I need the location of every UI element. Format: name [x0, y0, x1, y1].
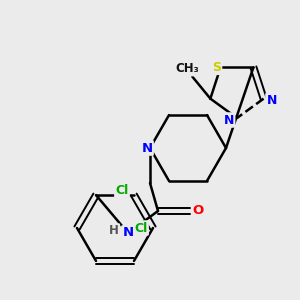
- Text: Cl: Cl: [134, 221, 148, 235]
- Text: H: H: [109, 224, 119, 238]
- Text: N: N: [224, 113, 234, 127]
- Text: CH₃: CH₃: [176, 62, 199, 75]
- Text: N: N: [141, 142, 153, 154]
- Text: O: O: [192, 205, 204, 218]
- Text: S: S: [212, 61, 221, 74]
- Text: Cl: Cl: [116, 184, 129, 196]
- Text: N: N: [266, 94, 277, 107]
- Text: N: N: [122, 226, 134, 239]
